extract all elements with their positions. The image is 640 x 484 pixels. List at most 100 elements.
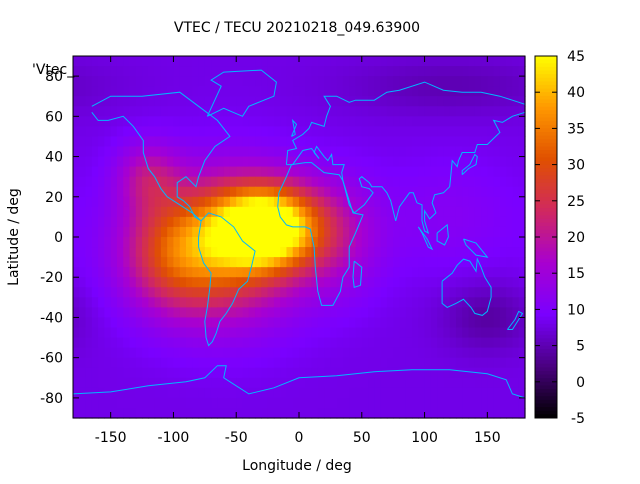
heatmap-cell: [481, 247, 488, 258]
heatmap-cell: [98, 387, 105, 399]
heatmap-cell: [98, 56, 105, 67]
heatmap-cell: [368, 66, 375, 77]
heatmap-cell: [217, 407, 225, 419]
heatmap-cell: [280, 307, 288, 319]
heatmap-cell: [430, 146, 438, 158]
heatmap-cell: [261, 166, 269, 178]
heatmap-cell: [229, 226, 237, 238]
heatmap-cell: [361, 357, 369, 369]
heatmap-cell: [474, 136, 482, 148]
heatmap-cell: [368, 397, 375, 409]
heatmap-cell: [399, 317, 407, 329]
heatmap-cell: [186, 407, 193, 419]
heatmap-cell: [443, 216, 451, 228]
heatmap-cell: [73, 327, 80, 339]
heatmap-cell: [148, 166, 156, 178]
heatmap-cell: [110, 206, 118, 218]
colorbar-segment: [535, 200, 557, 205]
heatmap-cell: [418, 126, 426, 138]
heatmap-cell: [305, 387, 313, 399]
heatmap-cell: [217, 116, 225, 127]
heatmap-cell: [405, 367, 413, 379]
heatmap-cell: [229, 216, 237, 228]
heatmap-cell: [142, 86, 149, 97]
heatmap-cell: [192, 126, 200, 138]
heatmap-cell: [280, 126, 288, 138]
heatmap-cell: [160, 136, 168, 148]
heatmap-cell: [255, 297, 262, 308]
coastline: [198, 212, 256, 347]
heatmap-cell: [286, 297, 294, 308]
heatmap-cell: [430, 126, 438, 138]
heatmap-cell: [116, 76, 124, 87]
heatmap-cell: [336, 106, 344, 117]
colorbar-segment: [535, 392, 557, 397]
heatmap-cell: [424, 397, 432, 409]
heatmap-cell: [292, 377, 300, 389]
colorbar-segment: [535, 323, 557, 328]
heatmap-cell: [123, 357, 131, 369]
heatmap-cell: [110, 237, 118, 248]
heatmap-cell: [98, 287, 105, 298]
heatmap-cell: [179, 176, 187, 188]
x-tick-label: 100: [411, 430, 438, 446]
heatmap-cell: [330, 367, 338, 379]
heatmap-cell: [405, 237, 413, 248]
heatmap-cell: [211, 116, 218, 127]
heatmap-cell: [148, 106, 156, 117]
heatmap-cell: [349, 237, 357, 248]
heatmap-cell: [493, 377, 501, 389]
heatmap-cell: [481, 186, 488, 198]
heatmap-cell: [91, 166, 99, 178]
heatmap-cell: [487, 106, 495, 117]
heatmap-cell: [129, 206, 137, 218]
heatmap-cell: [443, 257, 451, 268]
heatmap-cell: [399, 247, 407, 258]
heatmap-cell: [79, 66, 87, 77]
heatmap-cell: [192, 377, 200, 389]
heatmap-cell: [286, 116, 294, 127]
heatmap-cell: [468, 257, 476, 268]
heatmap-cell: [116, 56, 124, 67]
heatmap-cell: [286, 66, 294, 77]
colorbar-segment: [535, 338, 557, 343]
heatmap-cell: [248, 267, 256, 278]
heatmap-cell: [449, 126, 457, 138]
heatmap-cell: [192, 257, 200, 268]
heatmap-cell: [487, 397, 495, 409]
heatmap-cell: [148, 226, 156, 238]
heatmap-cell: [167, 56, 175, 67]
heatmap-cell: [324, 176, 331, 188]
heatmap-cell: [248, 317, 256, 329]
heatmap-cell: [418, 337, 426, 349]
heatmap-cell: [135, 56, 143, 67]
heatmap-cell: [424, 76, 432, 87]
heatmap-cell: [449, 397, 457, 409]
heatmap-cell: [255, 347, 262, 359]
heatmap-cell: [342, 237, 350, 248]
heatmap-cell: [506, 166, 514, 178]
heatmap-cell: [173, 337, 181, 349]
heatmap-cell: [154, 287, 162, 298]
heatmap-cell: [437, 307, 444, 319]
heatmap-cell: [330, 126, 338, 138]
heatmap-cell: [317, 56, 325, 67]
heatmap-cell: [342, 257, 350, 268]
heatmap-cell: [342, 367, 350, 379]
heatmap-cell: [192, 196, 200, 208]
heatmap-cell: [104, 397, 112, 409]
heatmap-cell: [468, 146, 476, 158]
heatmap-cell: [374, 337, 382, 349]
heatmap-cell: [412, 307, 419, 319]
heatmap-cell: [110, 337, 118, 349]
heatmap-cell: [487, 126, 495, 138]
heatmap-cell: [142, 397, 149, 409]
heatmap-cell: [399, 347, 407, 359]
heatmap-cell: [336, 407, 344, 419]
heatmap-cell: [79, 357, 87, 369]
heatmap-cell: [273, 267, 281, 278]
heatmap-cell: [229, 176, 237, 188]
heatmap-cell: [154, 277, 162, 288]
heatmap-cell: [324, 297, 331, 308]
